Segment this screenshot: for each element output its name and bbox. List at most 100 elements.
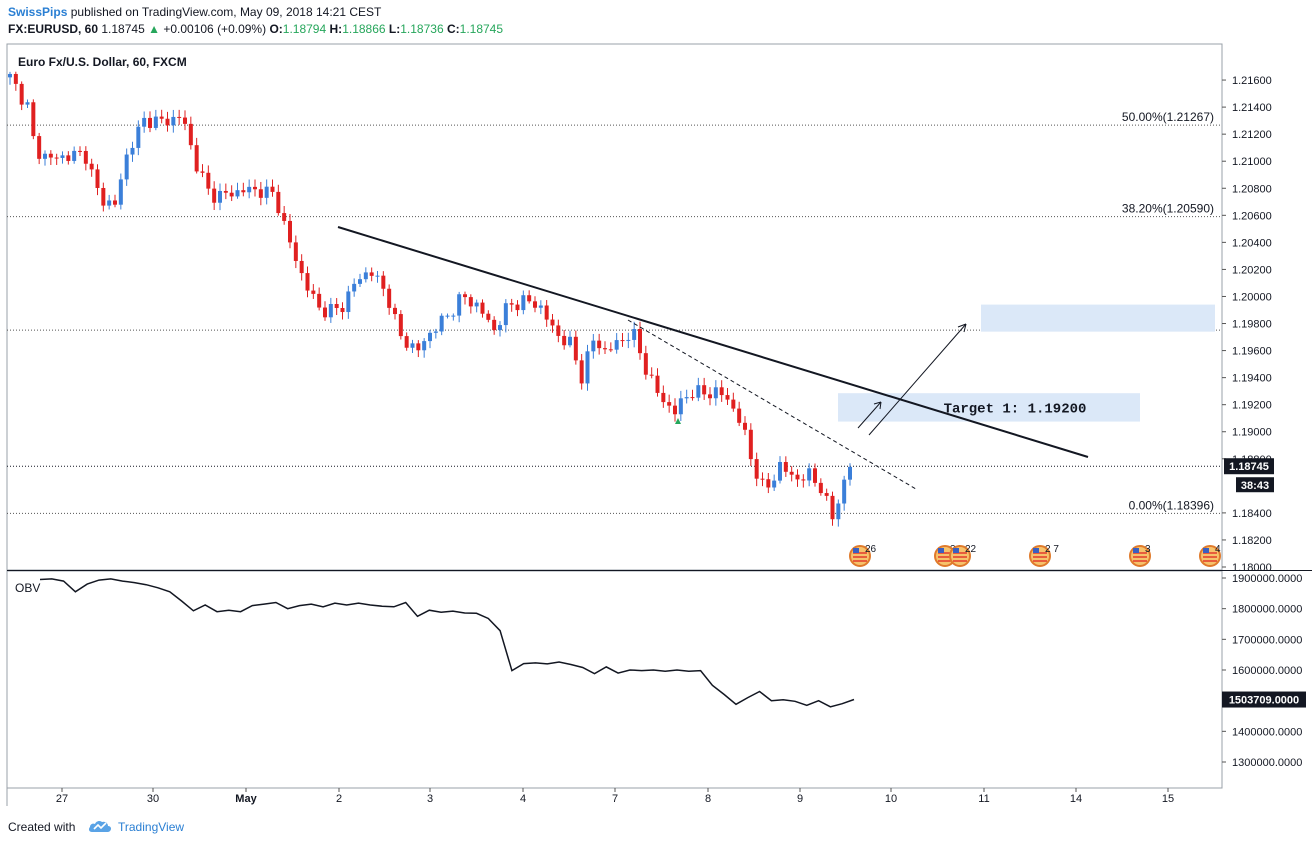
candle-body <box>474 302 479 307</box>
flag-canton <box>853 548 859 553</box>
candle-body <box>538 305 543 308</box>
candle-body <box>387 288 392 308</box>
flag-canton <box>953 548 959 553</box>
candle-body <box>130 147 135 155</box>
obv-line <box>39 578 855 708</box>
candle-body <box>754 459 759 479</box>
event-badge-count: 22 <box>965 544 977 555</box>
candle-body <box>229 192 234 197</box>
candle-body <box>101 187 106 206</box>
time-axis-label: 2 <box>336 793 342 805</box>
candle-body <box>842 479 847 504</box>
candle-body <box>124 154 129 180</box>
price-axis-label: 1.20400 <box>1232 237 1272 249</box>
candle-body <box>743 422 747 430</box>
candle-body <box>544 305 549 320</box>
tradingview-link[interactable]: TradingView <box>118 820 185 834</box>
candle-body <box>159 116 164 119</box>
time-axis-label: 30 <box>147 793 159 805</box>
obv-axis-label: 1800000.0000 <box>1232 604 1302 616</box>
candle-body <box>142 117 147 127</box>
price-axis-label: 1.21600 <box>1232 75 1272 87</box>
symbol-name[interactable]: FX:EURUSD, 60 <box>8 22 99 36</box>
chart-title: Euro Fx/U.S. Dollar, 60, FXCM <box>18 55 187 69</box>
candle-body <box>807 468 812 481</box>
candle-body <box>778 462 782 481</box>
time-axis-label: 14 <box>1070 793 1082 805</box>
price-axis-label: 1.21000 <box>1232 156 1272 168</box>
candle-body <box>107 200 112 206</box>
candle-body <box>813 468 817 483</box>
candle-body <box>818 482 823 494</box>
candle-body <box>830 495 835 520</box>
candle-body <box>486 313 491 320</box>
long-arrow-head <box>957 323 967 333</box>
candle-body <box>737 408 742 423</box>
small-arrow-line <box>857 401 882 429</box>
candle-body <box>66 155 71 161</box>
candle-body <box>562 335 567 346</box>
candle-body <box>492 319 497 331</box>
publisher-name[interactable]: SwissPips <box>8 5 68 19</box>
created-with-text: Created with <box>8 820 76 834</box>
candle-body <box>632 329 637 340</box>
candle-body <box>772 480 777 488</box>
change-value: +0.00106 (+0.09%) <box>163 22 267 36</box>
candle-body <box>358 279 362 284</box>
low-label: L: <box>388 22 401 36</box>
candle-body <box>369 272 374 276</box>
candle-body <box>253 186 257 190</box>
candle-body <box>795 474 800 480</box>
price-axis-label: 1.18200 <box>1232 535 1272 547</box>
low-value: 1.18736 <box>400 22 444 36</box>
last-price-tag <box>1224 458 1274 475</box>
candle-body <box>89 163 94 170</box>
target-label: Target 1: 1.19200 <box>944 401 1087 417</box>
candle-body <box>509 303 514 305</box>
time-axis-label: 11 <box>978 793 989 805</box>
candle-body <box>708 394 712 399</box>
candle-body <box>200 171 205 173</box>
footer: Created with TradingView <box>0 810 1312 844</box>
candle-body <box>748 429 753 460</box>
obv-axis-label: 1300000.0000 <box>1232 757 1302 769</box>
close-label: C: <box>446 22 460 36</box>
candle-body <box>480 302 485 314</box>
candle-body <box>346 291 351 313</box>
candle-body <box>439 315 444 332</box>
chart-canvas[interactable]: 1.21600 1.21400 1.21200 1.21000 1.20800 1.206… <box>0 0 1312 810</box>
candle-body <box>328 304 333 318</box>
candle-body <box>305 273 310 291</box>
price-axis-label: 1.19600 <box>1232 346 1272 358</box>
candle-body <box>678 398 683 415</box>
target-zone <box>838 393 1140 422</box>
candle-body <box>603 348 607 350</box>
close-value: 1.18745 <box>459 22 504 36</box>
time-axis-label: 4 <box>520 793 526 805</box>
obv-value-tag-label: 1503709.0000 <box>1229 695 1299 707</box>
candle-body <box>19 83 24 105</box>
candle-body <box>468 297 473 307</box>
price-axis-label: 1.18000 <box>1232 562 1272 574</box>
candle-body <box>83 150 88 164</box>
candle-body <box>212 188 217 203</box>
candle-body <box>113 200 117 205</box>
time-axis-label: May <box>235 793 257 805</box>
candle-body <box>183 117 187 124</box>
time-axis-label: 27 <box>56 793 68 805</box>
candle-body <box>433 331 438 333</box>
candle-body <box>282 213 287 221</box>
candle-body <box>276 191 281 214</box>
price-axis-label: 1.19800 <box>1232 319 1272 331</box>
candle-body <box>177 116 182 118</box>
candle-body <box>340 308 345 313</box>
candle-body <box>766 479 771 488</box>
candle-body <box>235 190 240 197</box>
candle-body <box>428 332 432 342</box>
candle-body <box>690 397 695 399</box>
candle-body <box>620 340 625 342</box>
candle-body <box>626 339 631 341</box>
candle-body <box>288 220 292 243</box>
fib-target-zone <box>981 304 1215 332</box>
price-axis-label: 1.19400 <box>1232 373 1272 385</box>
